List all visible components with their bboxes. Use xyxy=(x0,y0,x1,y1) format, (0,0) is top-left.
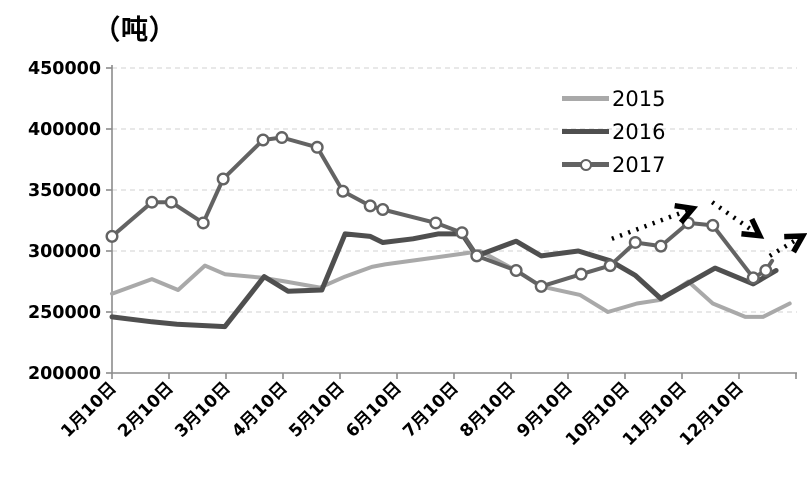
y-tick-label: 400000 xyxy=(28,120,101,140)
y-tick-label: 450000 xyxy=(28,59,101,79)
data-point-marker-2017 xyxy=(256,133,270,147)
data-point-marker-2017 xyxy=(509,264,523,278)
x-tick-label: 8月10日 xyxy=(456,378,519,441)
x-tick-label: 4月10日 xyxy=(228,378,291,441)
data-point-marker-2017 xyxy=(145,195,159,209)
trend-arrow-head-icon xyxy=(674,202,699,225)
x-tick-label: 7月10日 xyxy=(399,378,462,441)
trend-arrow-head-icon xyxy=(784,233,807,254)
trend-arrow-head-icon xyxy=(741,217,765,239)
data-point-marker-2017 xyxy=(105,229,119,243)
data-point-marker-2017 xyxy=(336,184,350,198)
data-point-marker-2017 xyxy=(654,239,668,253)
data-point-marker-2017 xyxy=(574,267,588,281)
x-tick-label: 6月10日 xyxy=(342,378,405,441)
data-point-marker-2017 xyxy=(275,131,289,145)
legend-label-2015: 2015 xyxy=(612,86,666,111)
y-tick-label: 200000 xyxy=(28,364,101,384)
data-point-marker-2017 xyxy=(196,216,210,230)
data-point-marker-2017 xyxy=(759,264,773,278)
legend-line-2017-icon xyxy=(562,158,609,171)
legend-line-2016-icon xyxy=(562,128,609,135)
trend-arrow-3 xyxy=(768,235,802,258)
x-tick-label: 3月10日 xyxy=(171,378,234,441)
data-point-marker-2017 xyxy=(455,226,469,240)
trend-arrow-2 xyxy=(710,200,759,236)
data-point-marker-2017 xyxy=(164,195,178,209)
x-tick-label: 5月10日 xyxy=(285,378,348,441)
data-point-marker-2017 xyxy=(603,259,617,273)
data-point-marker-2017 xyxy=(363,199,377,213)
data-point-marker-2017 xyxy=(628,235,642,249)
legend-item-2016: 2016 xyxy=(562,115,665,148)
legend: 2015 2016 2017 xyxy=(562,82,665,181)
data-point-marker-2017 xyxy=(534,279,548,293)
y-tick-label: 350000 xyxy=(28,181,101,201)
data-point-marker-2017 xyxy=(706,218,720,232)
series-line-2017 xyxy=(110,135,775,289)
x-tick-label: 2月10日 xyxy=(114,378,177,441)
data-point-marker-2017 xyxy=(746,271,760,285)
trend-arrow-1 xyxy=(611,207,691,241)
data-point-marker-2017 xyxy=(429,216,443,230)
legend-label-2016: 2016 xyxy=(612,119,666,144)
x-tick-label: 1月10日 xyxy=(57,378,120,441)
y-axis-unit-label: （吨） xyxy=(93,15,177,46)
legend-label-2017: 2017 xyxy=(612,152,666,177)
data-point-marker-2017 xyxy=(310,140,324,154)
legend-item-2015: 2015 xyxy=(562,82,665,115)
legend-item-2017: 2017 xyxy=(562,148,665,181)
data-point-marker-2017 xyxy=(470,249,484,263)
y-tick-label: 250000 xyxy=(28,303,101,323)
data-point-marker-2017 xyxy=(376,203,390,217)
data-point-marker-2017 xyxy=(216,172,230,186)
legend-line-2015-icon xyxy=(562,96,609,101)
series-line-2016 xyxy=(109,231,779,330)
legend-marker-dot-icon xyxy=(579,158,592,171)
y-tick-label: 300000 xyxy=(28,242,101,262)
